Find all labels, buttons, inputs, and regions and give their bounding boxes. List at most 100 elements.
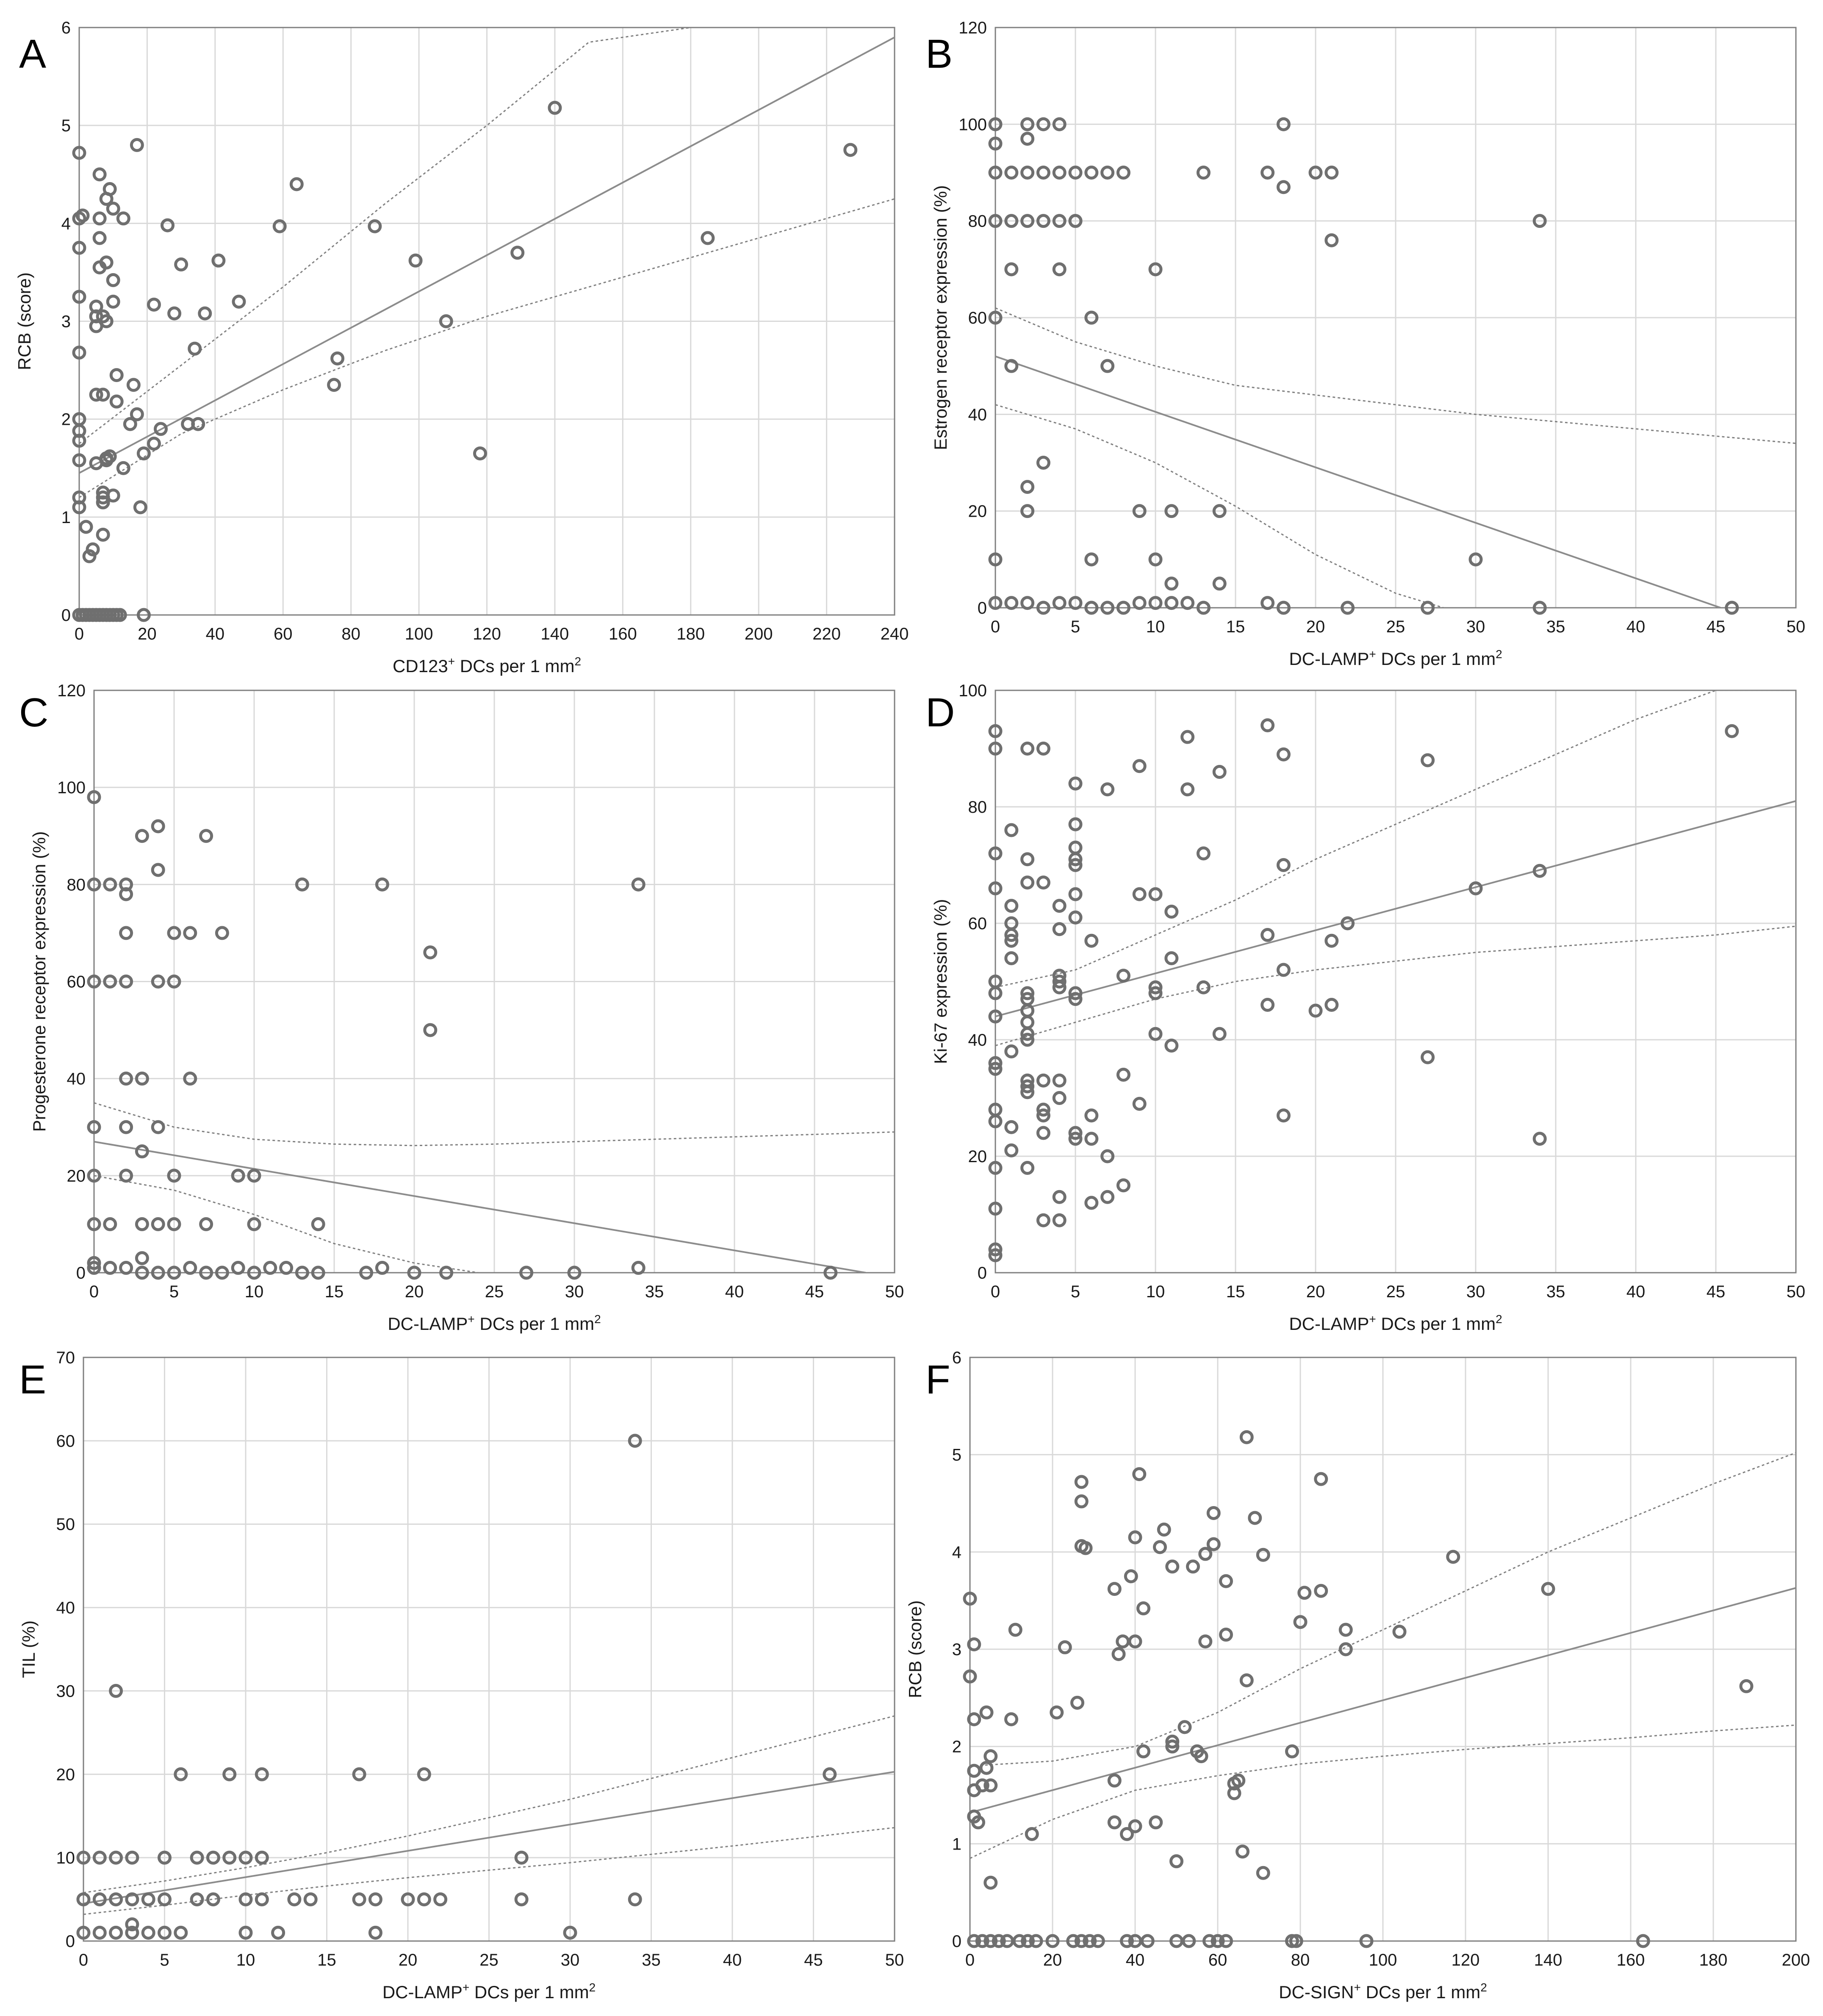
data-point [151,1217,165,1231]
data-point [1036,1213,1050,1227]
plot-frame [995,690,1797,1274]
data-point [272,219,287,233]
y-tick-label: 60 [67,973,86,991]
data-point [109,1925,123,1940]
data-point [1084,1132,1099,1146]
data-point [375,1261,389,1275]
data-point [135,1266,149,1280]
data-point [287,1892,302,1907]
data-point [1180,782,1195,797]
data-point [1308,166,1323,180]
data-point [76,1892,91,1907]
x-tick-label: 10 [1146,1282,1165,1301]
x-tick-label: 50 [1787,618,1806,636]
data-point [147,436,161,451]
data-point [76,1925,91,1940]
y-tick-label: 1 [61,508,71,527]
data-point [408,253,423,268]
data-point [271,1925,285,1940]
data-point [238,1850,253,1865]
data-point [979,1761,994,1775]
data-point [1070,1695,1084,1710]
x-axis-label-exp: 2 [574,655,581,668]
data-point [125,1892,139,1907]
data-point [1068,1132,1083,1146]
x-tick-label: 10 [236,1951,255,1969]
y-tick-label: 3 [61,313,71,331]
confidence-band-lower [995,925,1796,1047]
data-point [401,1892,415,1907]
data-point [375,877,389,892]
data-point [1532,214,1547,228]
data-point [167,1169,181,1183]
x-tick-label: 50 [885,1951,904,1969]
data-point [1261,998,1275,1012]
data-point [87,790,101,804]
data-point [79,520,93,534]
data-point [1202,1934,1216,1948]
data-point [119,887,133,901]
x-axis-label-main: DC-SIGN [1279,1982,1354,2002]
y-tick-label: 40 [968,1031,987,1050]
data-point [1186,1559,1200,1574]
data-point [1725,601,1739,615]
data-point [1140,1934,1155,1948]
data-point [106,273,120,287]
data-point [1236,1844,1250,1859]
panel-a: 0 20 40 60 80 100 120 140 160 180 200 220 240 0 1 2 3 4 5 6… [14,19,909,676]
data-point [183,1072,197,1086]
data-point [1004,596,1019,610]
data-point [1029,1934,1043,1948]
data-point [1308,1003,1323,1018]
data-point [1206,1506,1221,1520]
x-tick-label: 80 [341,625,360,643]
x-axis-label: DC-LAMP+ DCs per 1 mm2 [388,1313,601,1334]
data-point [72,241,86,255]
x-tick-label: 0 [991,618,1000,636]
data-point [971,1815,985,1830]
data-point [87,1261,101,1275]
y-tick-label: 2 [952,1738,961,1756]
data-point [988,1242,1003,1257]
data-point [96,388,110,402]
data-point [109,394,124,409]
data-point [161,218,175,233]
data-point [199,1266,213,1280]
x-tick-label: 40 [1126,1951,1145,1969]
data-point [125,1925,139,1940]
data-point [92,167,107,182]
data-point [1196,601,1211,615]
confidence-band-upper [995,690,1796,988]
data-point [1132,1097,1147,1111]
x-tick-label: 35 [642,1951,661,1969]
data-point [1008,1623,1022,1637]
y-tick-label: 0 [66,1932,75,1951]
data-point [89,388,103,402]
y-tick-label: 10 [56,1849,75,1867]
data-point [1468,881,1483,895]
x-tick-label: 25 [479,1951,499,1969]
data-point [1068,214,1083,228]
x-tick-label: 160 [609,625,637,643]
data-point [1276,1108,1291,1123]
data-point [988,552,1003,567]
data-point [1165,1734,1180,1749]
x-axis-label-main: DC-LAMP [388,1314,468,1334]
x-tick-label: 200 [1782,1951,1810,1969]
data-point [1132,596,1147,610]
data-point [1020,504,1035,518]
data-point [1212,504,1227,518]
data-point [1100,1190,1115,1204]
data-point [548,101,562,115]
data-point [141,1892,155,1907]
data-point [238,1925,253,1940]
data-point [215,1266,229,1280]
data-point [1314,1472,1328,1486]
data-point [1157,1523,1171,1537]
data-point [1004,214,1019,228]
data-layer [79,28,895,498]
data-point [988,1161,1003,1175]
x-tick-label: 120 [1452,1951,1480,1969]
data-point [311,1217,325,1231]
data-point [106,202,120,216]
